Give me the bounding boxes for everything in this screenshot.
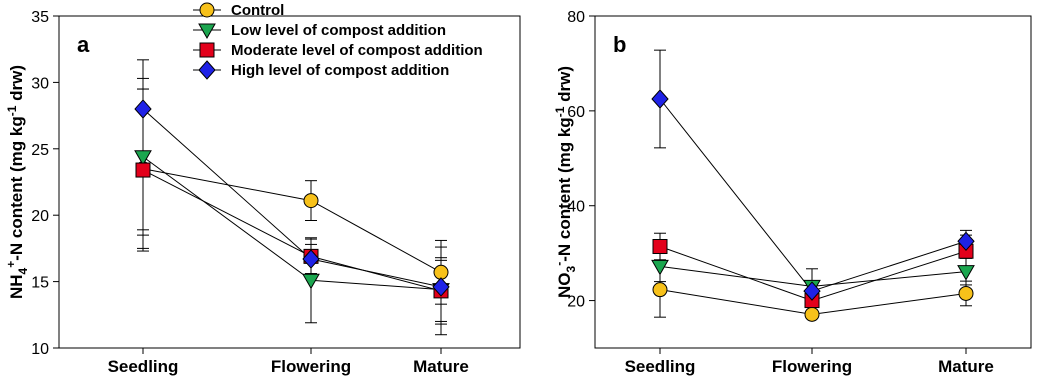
legend-label: Moderate level of compost addition bbox=[231, 42, 483, 59]
y-axis-label-part: - bbox=[552, 262, 566, 266]
chart-panel-b: 20 40 60 80 Seedling Flowering Mature b NO3--N c… bbox=[552, 9, 1032, 376]
data-point bbox=[957, 231, 975, 252]
y-tick-label: 15 bbox=[31, 275, 49, 292]
y-axis-label-part: drw) bbox=[555, 66, 574, 107]
plot-frame bbox=[594, 15, 1032, 349]
data-point bbox=[432, 277, 450, 297]
data-point bbox=[651, 89, 669, 109]
y-axis-label-part: -N content (mg kg bbox=[7, 116, 26, 261]
data-point bbox=[302, 273, 320, 290]
plot-frame bbox=[58, 15, 521, 349]
legend-label: High level of compost addition bbox=[231, 62, 449, 79]
y-tick-label: 35 bbox=[31, 9, 49, 26]
x-tick-label: Seedling bbox=[625, 357, 696, 376]
legend-label: Control bbox=[231, 2, 284, 19]
y-axis-label-part: drw) bbox=[7, 65, 26, 106]
y-axis-label-part: NO bbox=[555, 272, 574, 298]
y-tick-label: 40 bbox=[567, 199, 585, 216]
legend-label: Low level of compost addition bbox=[231, 22, 446, 39]
y-axis-label-part: -N content (mg kg bbox=[555, 117, 574, 262]
data-point bbox=[957, 265, 975, 281]
legend-marker bbox=[198, 60, 216, 80]
series-line bbox=[142, 168, 442, 273]
x-tick-label: Flowering bbox=[772, 357, 852, 376]
y-axis-label-part: NH bbox=[7, 274, 26, 299]
y-axis-label-part: -1 bbox=[5, 105, 19, 116]
data-point bbox=[958, 285, 974, 301]
y-tick-label: 80 bbox=[567, 9, 585, 26]
y-axis-label-part: 4 bbox=[16, 267, 30, 274]
series-line bbox=[142, 169, 442, 292]
data-point bbox=[134, 150, 152, 166]
data-point bbox=[651, 259, 669, 276]
series-line bbox=[142, 108, 442, 288]
panel-letter: b bbox=[613, 32, 626, 57]
y-tick-label: 60 bbox=[567, 104, 585, 121]
y-axis-label: NH4+-N content (mg kg-1 drw) bbox=[4, 65, 30, 299]
legend-marker bbox=[199, 2, 215, 18]
y-tick-label: 20 bbox=[567, 294, 585, 311]
data-point bbox=[652, 282, 668, 298]
data-point bbox=[804, 306, 820, 322]
series-line bbox=[142, 156, 442, 291]
y-axis-label: NO3--N content (mg kg-1 drw) bbox=[552, 66, 578, 298]
legend-marker bbox=[198, 23, 216, 40]
x-tick-label: Flowering bbox=[271, 357, 351, 376]
x-tick-label: Mature bbox=[938, 357, 994, 376]
data-point bbox=[303, 193, 319, 209]
data-point bbox=[652, 239, 668, 255]
x-tick-label: Mature bbox=[413, 357, 469, 376]
legend: Control Low level of compost addition Mode… bbox=[193, 2, 483, 80]
x-tick-label: Seedling bbox=[108, 357, 179, 376]
series-line bbox=[659, 98, 967, 292]
chart-panel-a: 10 15 20 25 30 35 Seedling Flowering Mature a NH4+… bbox=[4, 2, 521, 376]
data-point bbox=[135, 162, 151, 178]
data-point bbox=[134, 99, 152, 119]
panel-letter: a bbox=[77, 32, 90, 57]
y-tick-label: 30 bbox=[31, 75, 49, 92]
y-axis-label-part: 3 bbox=[564, 265, 578, 272]
data-point bbox=[302, 249, 320, 269]
y-tick-label: 10 bbox=[31, 341, 49, 358]
legend-marker bbox=[199, 42, 215, 58]
y-axis-label-part: -1 bbox=[553, 106, 567, 117]
y-tick-label: 25 bbox=[31, 142, 49, 159]
y-tick-label: 20 bbox=[31, 208, 49, 225]
y-axis-label-part: + bbox=[4, 261, 18, 268]
data-point bbox=[803, 281, 821, 301]
